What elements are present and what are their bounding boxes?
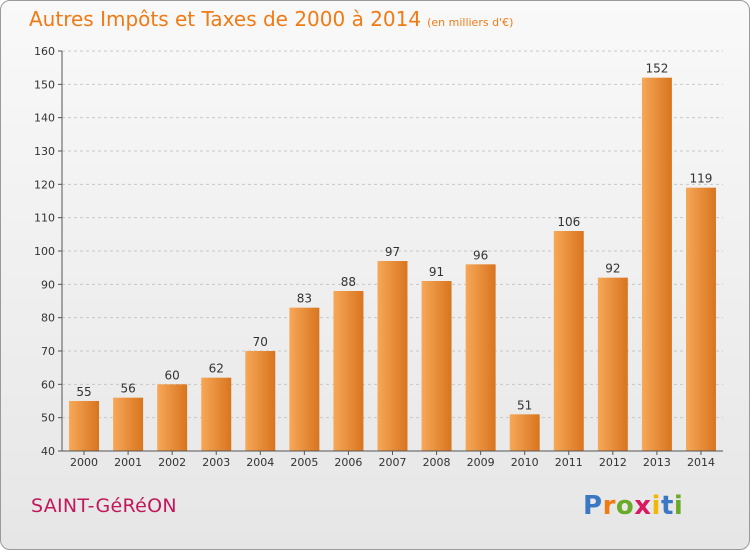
- bar: [377, 261, 408, 451]
- x-tick-label: 2010: [511, 456, 539, 469]
- data-label: 88: [341, 275, 356, 289]
- data-label: 92: [605, 262, 620, 276]
- y-tick-label: 160: [34, 45, 55, 58]
- bar: [509, 414, 540, 451]
- bar: [333, 291, 364, 451]
- data-label: 60: [165, 368, 180, 382]
- data-label: 55: [76, 385, 91, 399]
- logo-letter: x: [634, 491, 652, 521]
- data-label: 119: [690, 172, 713, 186]
- proxiti-logo: Proxiti: [583, 491, 683, 521]
- logo-letter: P: [583, 491, 603, 521]
- data-label: 96: [473, 248, 488, 262]
- y-tick-label: 90: [41, 278, 55, 291]
- x-tick-label: 2001: [114, 456, 142, 469]
- data-label: 62: [209, 362, 224, 376]
- bar: [597, 277, 628, 451]
- x-tick-label: 2004: [246, 456, 274, 469]
- y-tick-label: 140: [34, 112, 55, 125]
- y-tick-label: 150: [34, 78, 55, 91]
- x-tick-label: 2007: [379, 456, 407, 469]
- logo-letter: r: [602, 491, 616, 521]
- y-tick-label: 120: [34, 178, 55, 191]
- logo-letter: i: [673, 491, 684, 521]
- x-tick-label: 2000: [70, 456, 98, 469]
- town-name: SAINT-GéRéON: [31, 495, 177, 517]
- x-tick-label: 2003: [202, 456, 230, 469]
- y-tick-label: 130: [34, 145, 55, 158]
- logo-letter: t: [660, 491, 674, 521]
- y-tick-label: 50: [41, 412, 55, 425]
- bar: [289, 307, 320, 451]
- x-tick-label: 2005: [290, 456, 318, 469]
- x-tick-label: 2009: [467, 456, 495, 469]
- bar: [553, 231, 584, 451]
- chart-subtitle: (en milliers d'€): [427, 16, 514, 29]
- x-tick-label: 2011: [555, 456, 583, 469]
- y-tick-label: 110: [34, 212, 55, 225]
- bar: [113, 397, 144, 451]
- x-tick-label: 2012: [599, 456, 627, 469]
- x-tick-label: 2014: [687, 456, 715, 469]
- data-label: 106: [557, 215, 580, 229]
- data-label: 51: [517, 398, 532, 412]
- y-tick-label: 80: [41, 312, 55, 325]
- data-label: 91: [429, 265, 444, 279]
- bar: [685, 187, 716, 451]
- data-label: 56: [120, 382, 135, 396]
- data-label: 97: [385, 245, 400, 259]
- x-tick-label: 2013: [643, 456, 671, 469]
- x-tick-label: 2008: [423, 456, 451, 469]
- y-tick-labels: 40 50 60 70 80 90 100 110 120 130 140 150 160: [34, 45, 55, 458]
- bar: [69, 401, 100, 451]
- data-label: 83: [297, 292, 312, 306]
- bar: [157, 384, 188, 451]
- axes: [58, 50, 723, 455]
- logo-letter: o: [615, 491, 635, 521]
- y-tick-label: 40: [41, 445, 55, 458]
- chart-title: Autres Impôts et Taxes de 2000 à 2014 (en…: [29, 7, 513, 31]
- data-label: 70: [253, 335, 268, 349]
- bar: [201, 377, 232, 451]
- x-tick-labels: 2000 2001 2002 2003 2004 2005 2006 2007 2008 2009…: [70, 456, 715, 469]
- bar: [641, 77, 672, 452]
- y-tick-label: 60: [41, 378, 55, 391]
- data-label: 152: [645, 62, 668, 76]
- bar: [465, 264, 496, 451]
- x-tick-label: 2006: [334, 456, 362, 469]
- chart-title-text: Autres Impôts et Taxes de 2000 à 2014: [29, 7, 422, 31]
- y-tick-label: 70: [41, 345, 55, 358]
- data-labels: 55 56 60 62 70 83 88 97 91 96 51 106 92 152 119: [76, 62, 712, 413]
- y-tick-label: 100: [34, 245, 55, 258]
- logo-letter: i: [651, 491, 661, 521]
- x-tick-label: 2002: [158, 456, 186, 469]
- bars: [69, 77, 716, 452]
- bar: [421, 281, 452, 451]
- bar: [245, 351, 276, 451]
